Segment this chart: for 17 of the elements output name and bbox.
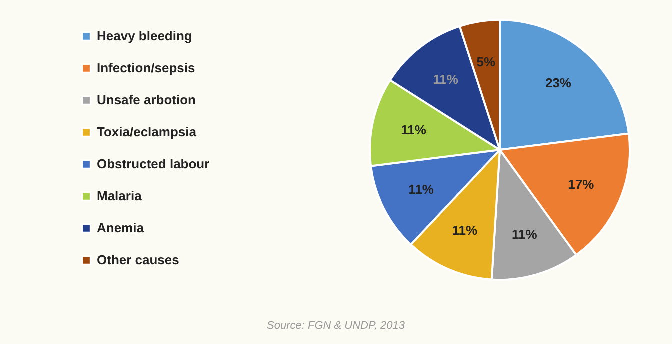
source-note: Source: FGN & UNDP, 2013: [267, 320, 406, 332]
legend-label: Infection/sepsis: [97, 60, 196, 76]
data-label: 11%: [452, 223, 478, 238]
data-label: 11%: [512, 226, 538, 242]
legend-label: Malaria: [97, 188, 143, 204]
data-label: 17%: [568, 177, 595, 192]
legend-label: Unsafe arbotion: [97, 92, 196, 108]
legend-label: Toxia/eclampsia: [97, 124, 198, 140]
legend-label: Other causes: [97, 252, 180, 268]
legend-label: Obstructed labour: [97, 156, 210, 172]
data-label: 23%: [545, 76, 572, 91]
data-label: 11%: [401, 122, 427, 138]
legend-label: Heavy bleeding: [97, 28, 192, 44]
data-label: 11%: [433, 72, 459, 88]
data-label: 5%: [476, 54, 496, 70]
legend-label: Anemia: [97, 220, 145, 236]
data-label: 11%: [408, 182, 434, 198]
